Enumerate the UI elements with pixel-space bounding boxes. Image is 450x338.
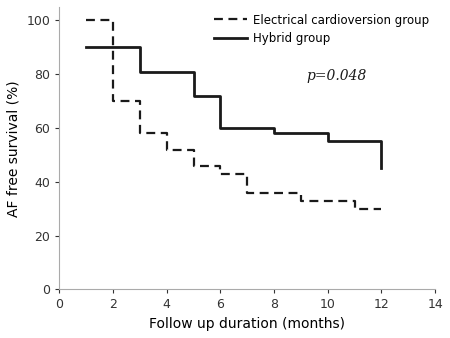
Electrical cardioversion group bbox=[84, 18, 89, 22]
Hybrid group bbox=[137, 45, 143, 49]
Electrical cardioversion group bbox=[137, 131, 143, 136]
Electrical cardioversion group bbox=[137, 99, 143, 103]
Electrical cardioversion group bbox=[379, 207, 384, 211]
Hybrid group bbox=[84, 45, 89, 49]
Electrical cardioversion group bbox=[298, 199, 304, 203]
Hybrid group bbox=[110, 45, 116, 49]
Hybrid group bbox=[379, 166, 384, 170]
Hybrid group bbox=[218, 94, 223, 98]
Electrical cardioversion group bbox=[352, 207, 357, 211]
Electrical cardioversion group bbox=[271, 191, 277, 195]
Hybrid group bbox=[191, 70, 196, 74]
Hybrid group bbox=[271, 126, 277, 130]
Text: p=0.048: p=0.048 bbox=[306, 69, 367, 82]
Line: Hybrid group: Hybrid group bbox=[86, 47, 382, 168]
Electrical cardioversion group bbox=[164, 147, 170, 151]
Hybrid group bbox=[325, 140, 330, 144]
Hybrid group bbox=[271, 131, 277, 136]
X-axis label: Follow up duration (months): Follow up duration (months) bbox=[149, 317, 345, 331]
Hybrid group bbox=[110, 45, 116, 49]
Hybrid group bbox=[137, 70, 143, 74]
Electrical cardioversion group bbox=[298, 191, 304, 195]
Electrical cardioversion group bbox=[352, 199, 357, 203]
Y-axis label: AF free survival (%): AF free survival (%) bbox=[7, 80, 21, 217]
Electrical cardioversion group bbox=[271, 191, 277, 195]
Electrical cardioversion group bbox=[245, 172, 250, 176]
Electrical cardioversion group bbox=[379, 207, 384, 211]
Hybrid group bbox=[218, 126, 223, 130]
Electrical cardioversion group bbox=[191, 147, 196, 151]
Electrical cardioversion group bbox=[110, 99, 116, 103]
Electrical cardioversion group bbox=[164, 131, 170, 136]
Electrical cardioversion group bbox=[191, 164, 196, 168]
Electrical cardioversion group bbox=[245, 191, 250, 195]
Hybrid group bbox=[379, 147, 384, 151]
Legend: Electrical cardioversion group, Hybrid group: Electrical cardioversion group, Hybrid g… bbox=[211, 10, 433, 49]
Hybrid group bbox=[191, 94, 196, 98]
Electrical cardioversion group bbox=[218, 172, 223, 176]
Hybrid group bbox=[325, 131, 330, 136]
Hybrid group bbox=[379, 140, 384, 144]
Electrical cardioversion group bbox=[218, 164, 223, 168]
Electrical cardioversion group bbox=[110, 18, 116, 22]
Line: Electrical cardioversion group: Electrical cardioversion group bbox=[86, 20, 382, 209]
Hybrid group bbox=[379, 147, 384, 151]
